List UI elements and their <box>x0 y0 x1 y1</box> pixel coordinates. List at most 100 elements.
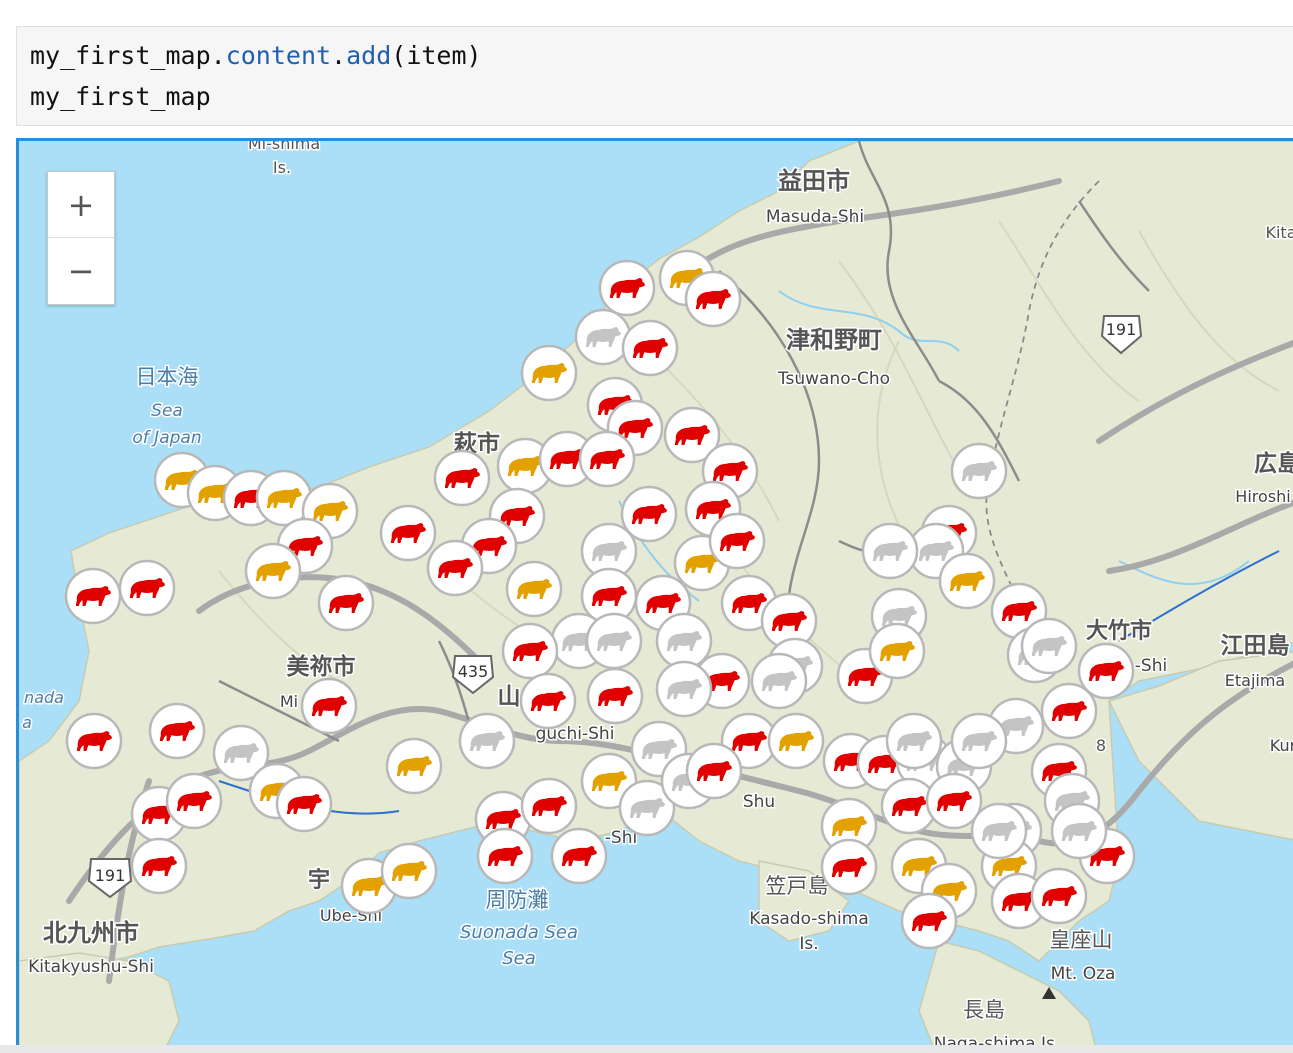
svg-text:Kasado-shima: Kasado-shima <box>749 909 869 929</box>
svg-text:191: 191 <box>1106 320 1137 339</box>
bear-marker[interactable] <box>1030 867 1088 925</box>
svg-text:Masuda-Shi: Masuda-Shi <box>766 207 864 227</box>
svg-text:Is.: Is. <box>799 934 818 954</box>
bear-marker[interactable] <box>684 270 742 328</box>
svg-text:191: 191 <box>95 866 126 885</box>
bear-marker[interactable] <box>165 772 223 830</box>
svg-text:Tsuwano-Cho: Tsuwano-Cho <box>777 369 890 389</box>
bear-marker[interactable] <box>685 742 743 800</box>
code-line-1: my_first_map.content.add(item) <box>30 41 482 70</box>
route-shield-191-b: 191 <box>87 858 133 899</box>
bear-marker[interactable] <box>861 522 919 580</box>
bear-marker[interactable] <box>505 560 563 618</box>
svg-text:皇座山: 皇座山 <box>1050 928 1113 952</box>
svg-text:Hiroshi: Hiroshi <box>1235 487 1290 506</box>
bear-marker[interactable] <box>1020 617 1078 675</box>
bear-marker[interactable] <box>433 449 491 507</box>
bear-marker[interactable] <box>64 567 122 625</box>
zoom-out-button[interactable]: − <box>67 252 95 290</box>
bear-marker[interactable] <box>275 775 333 833</box>
bear-marker[interactable] <box>620 485 678 543</box>
svg-text:Etajima: Etajima <box>1225 671 1285 690</box>
bear-markers[interactable] <box>64 249 1136 950</box>
svg-text:Mt. Oza: Mt. Oza <box>1051 964 1116 984</box>
bear-marker[interactable] <box>900 892 958 950</box>
bear-marker[interactable] <box>212 724 270 782</box>
svg-text:435: 435 <box>458 662 489 681</box>
bear-marker[interactable] <box>244 542 302 600</box>
bear-marker[interactable] <box>65 712 123 770</box>
route-shield-435: 435 <box>451 655 495 695</box>
map-canvas[interactable]: 191 435 191 Mi-shima Is. 益田市 Masuda-Shi … <box>19 141 1293 1053</box>
bear-marker[interactable] <box>550 827 608 885</box>
bear-marker[interactable] <box>708 512 766 570</box>
svg-text:Kur: Kur <box>1270 736 1293 755</box>
bear-marker[interactable] <box>1050 802 1108 860</box>
bear-marker[interactable] <box>950 442 1008 500</box>
bear-marker[interactable] <box>300 677 358 735</box>
mountain-peak-icon <box>1042 987 1056 999</box>
bear-marker[interactable] <box>130 837 188 895</box>
bear-marker[interactable] <box>520 344 578 402</box>
bear-marker[interactable] <box>868 622 926 680</box>
svg-text:益田市: 益田市 <box>778 167 850 195</box>
bear-marker[interactable] <box>574 308 632 366</box>
svg-text:Kitakyushu-Shi: Kitakyushu-Shi <box>28 957 154 977</box>
bear-marker[interactable] <box>476 827 534 885</box>
bear-marker[interactable] <box>598 259 656 317</box>
bear-marker[interactable] <box>655 660 713 718</box>
prefecture-border <box>985 180 1100 602</box>
bear-marker[interactable] <box>426 539 484 597</box>
bear-marker[interactable] <box>663 406 721 464</box>
svg-text:nada: nada <box>24 688 64 707</box>
bear-marker[interactable] <box>385 737 443 795</box>
bear-marker[interactable] <box>148 702 206 760</box>
bear-marker[interactable] <box>820 838 878 896</box>
svg-text:Sea: Sea <box>151 401 183 421</box>
svg-text:笠戸島: 笠戸島 <box>766 874 829 898</box>
svg-text:美祢市: 美祢市 <box>287 653 356 680</box>
bear-marker[interactable] <box>501 622 559 680</box>
svg-text:山: 山 <box>498 684 521 710</box>
bear-marker[interactable] <box>586 667 644 725</box>
bear-marker[interactable] <box>585 612 643 670</box>
svg-text:宇: 宇 <box>308 868 330 893</box>
bear-marker[interactable] <box>458 712 516 770</box>
bear-marker[interactable] <box>317 574 375 632</box>
map-widget[interactable]: 191 435 191 Mi-shima Is. 益田市 Masuda-Shi … <box>16 138 1293 1053</box>
svg-text:Kita: Kita <box>1265 223 1293 242</box>
svg-text:-Shi: -Shi <box>605 828 637 848</box>
bear-marker[interactable] <box>885 712 943 770</box>
bear-marker[interactable] <box>618 779 676 837</box>
code-cell[interactable]: my_first_map.content.add(item) my_first_… <box>16 26 1293 126</box>
bear-marker[interactable] <box>380 842 438 900</box>
svg-text:Shu: Shu <box>743 792 775 812</box>
bear-marker[interactable] <box>950 712 1008 770</box>
bear-marker[interactable] <box>519 672 577 730</box>
bear-marker[interactable] <box>970 802 1028 860</box>
bear-marker[interactable] <box>621 319 679 377</box>
bear-marker[interactable] <box>925 772 983 830</box>
zoom-in-button[interactable]: + <box>48 172 114 238</box>
route-shield-191-a: 191 <box>1100 315 1143 355</box>
svg-text:Mi: Mi <box>280 692 298 711</box>
svg-text:Suonada Sea: Suonada Sea <box>460 922 578 943</box>
bear-marker[interactable] <box>655 612 713 670</box>
svg-text:a: a <box>22 713 32 732</box>
bear-marker[interactable] <box>520 777 578 835</box>
map-labels: Mi-shima Is. 益田市 Masuda-Shi Kita 津和野町 Ts… <box>21 141 1293 1053</box>
bear-marker[interactable] <box>938 552 996 610</box>
svg-text:Is.: Is. <box>273 158 291 177</box>
svg-text:北九州市: 北九州市 <box>43 919 139 947</box>
bear-marker[interactable] <box>118 559 176 617</box>
bear-marker[interactable] <box>1077 642 1135 700</box>
bear-marker[interactable] <box>1040 682 1098 740</box>
svg-text:8: 8 <box>1096 736 1106 755</box>
bear-marker[interactable] <box>578 430 636 488</box>
svg-text:日本海: 日本海 <box>136 365 199 389</box>
bear-marker[interactable] <box>750 652 808 710</box>
bear-marker[interactable] <box>379 504 437 562</box>
svg-text:周防灘: 周防灘 <box>486 888 549 912</box>
bear-marker[interactable] <box>767 712 825 770</box>
svg-text:of Japan: of Japan <box>132 428 201 448</box>
